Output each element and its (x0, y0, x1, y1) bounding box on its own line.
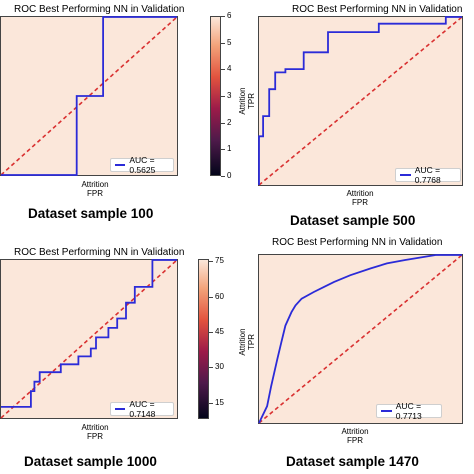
legend-swatch (400, 174, 411, 176)
colorbar-tick-label: 6 (227, 11, 232, 20)
chance-diagonal-line (258, 16, 463, 186)
caption: Dataset sample 1470 (286, 454, 419, 469)
x-axis-label-top: Attrition (81, 180, 109, 189)
caption: Dataset sample 500 (290, 213, 416, 228)
colorbar-tick-label: 0 (227, 171, 232, 180)
x-axis-label: FPR (87, 189, 103, 198)
colorbar-tick-mark (221, 176, 225, 177)
colorbar-tick-mark (221, 122, 225, 124)
legend-swatch (115, 164, 126, 166)
roc-svg (0, 16, 178, 176)
colorbar (210, 16, 221, 176)
colorbar-tick-mark (209, 367, 213, 369)
legend: AUC = 0.7713 (376, 401, 442, 421)
x-axis-label: FPR (352, 198, 368, 207)
colorbar-tick-label: 45 (215, 326, 224, 336)
legend: AUC = 0.7768 (395, 165, 461, 185)
colorbar-tick-label: 75 (215, 256, 224, 266)
colorbar-tick-mark (221, 69, 225, 71)
x-axis-label-top: Attrition (341, 427, 369, 436)
colorbar-tick-label: 60 (215, 291, 224, 301)
colorbar-tick-label: 3 (227, 91, 232, 100)
legend-label: AUC = 0.7768 (414, 165, 441, 185)
colorbar-tick-mark (221, 149, 225, 151)
roc-curve-line (1, 16, 177, 176)
colorbar-tick-mark (209, 261, 213, 263)
roc-curve-line (258, 254, 462, 424)
colorbar-tick-label: 30 (215, 362, 224, 372)
roc-plot (0, 259, 178, 419)
roc-svg (258, 254, 463, 424)
y-axis-label-top: Attrition TPR (238, 87, 256, 115)
x-axis-label: FPR (87, 432, 103, 441)
legend-label: AUC = 0.7148 (129, 399, 156, 419)
roc-svg (0, 259, 178, 419)
colorbar-tick-mark (221, 96, 225, 97)
chart-title: ROC Best Performing NN in Validation (14, 247, 185, 258)
legend-swatch (381, 410, 392, 412)
x-axis-label-top: Attrition (81, 423, 109, 432)
chart-title: ROC Best Performing NN in Validation (292, 4, 463, 15)
roc-curve-line (1, 259, 177, 408)
roc-plot (258, 16, 463, 186)
colorbar-tick-label: 2 (227, 117, 232, 127)
roc-plot (0, 16, 178, 176)
chance-diagonal-line (258, 254, 463, 424)
colorbar-tick-label: 4 (227, 64, 232, 74)
chance-diagonal-line (0, 259, 178, 419)
chance-diagonal-line (0, 16, 178, 176)
chart-title: ROC Best Performing NN in Validation (14, 4, 185, 15)
legend-label: AUC = 0.7713 (395, 401, 422, 421)
colorbar-tick-mark (221, 42, 225, 44)
colorbar-tick-mark (209, 331, 213, 333)
caption: Dataset sample 100 (28, 206, 154, 221)
caption: Dataset sample 1000 (24, 454, 157, 469)
legend-label: AUC = 0.5625 (129, 155, 156, 175)
legend: AUC = 0.7148 (110, 399, 174, 419)
legend-swatch (115, 408, 126, 410)
roc-plot (258, 254, 463, 424)
chart-title: ROC Best Performing NN in Validation (272, 237, 443, 248)
x-axis-label: FPR (347, 436, 363, 445)
y-axis-label: Attrition TPR (238, 317, 256, 367)
colorbar-tick-label: 5 (227, 37, 232, 47)
x-axis-label-top: Attrition (346, 189, 374, 198)
colorbar-tick-label: 1 (227, 144, 232, 154)
roc-svg (258, 16, 463, 186)
colorbar-tick-label: 15 (215, 397, 224, 407)
colorbar-tick-mark (209, 296, 213, 298)
y-axis-label-top: Attrition TPR (238, 328, 256, 356)
colorbar (198, 259, 209, 419)
colorbar-tick-mark (209, 402, 213, 404)
colorbar-tick-mark (221, 16, 225, 17)
y-axis-label: Attrition TPR (238, 76, 256, 126)
roc-curve-line (258, 16, 462, 185)
legend: AUC = 0.5625 (110, 155, 174, 175)
